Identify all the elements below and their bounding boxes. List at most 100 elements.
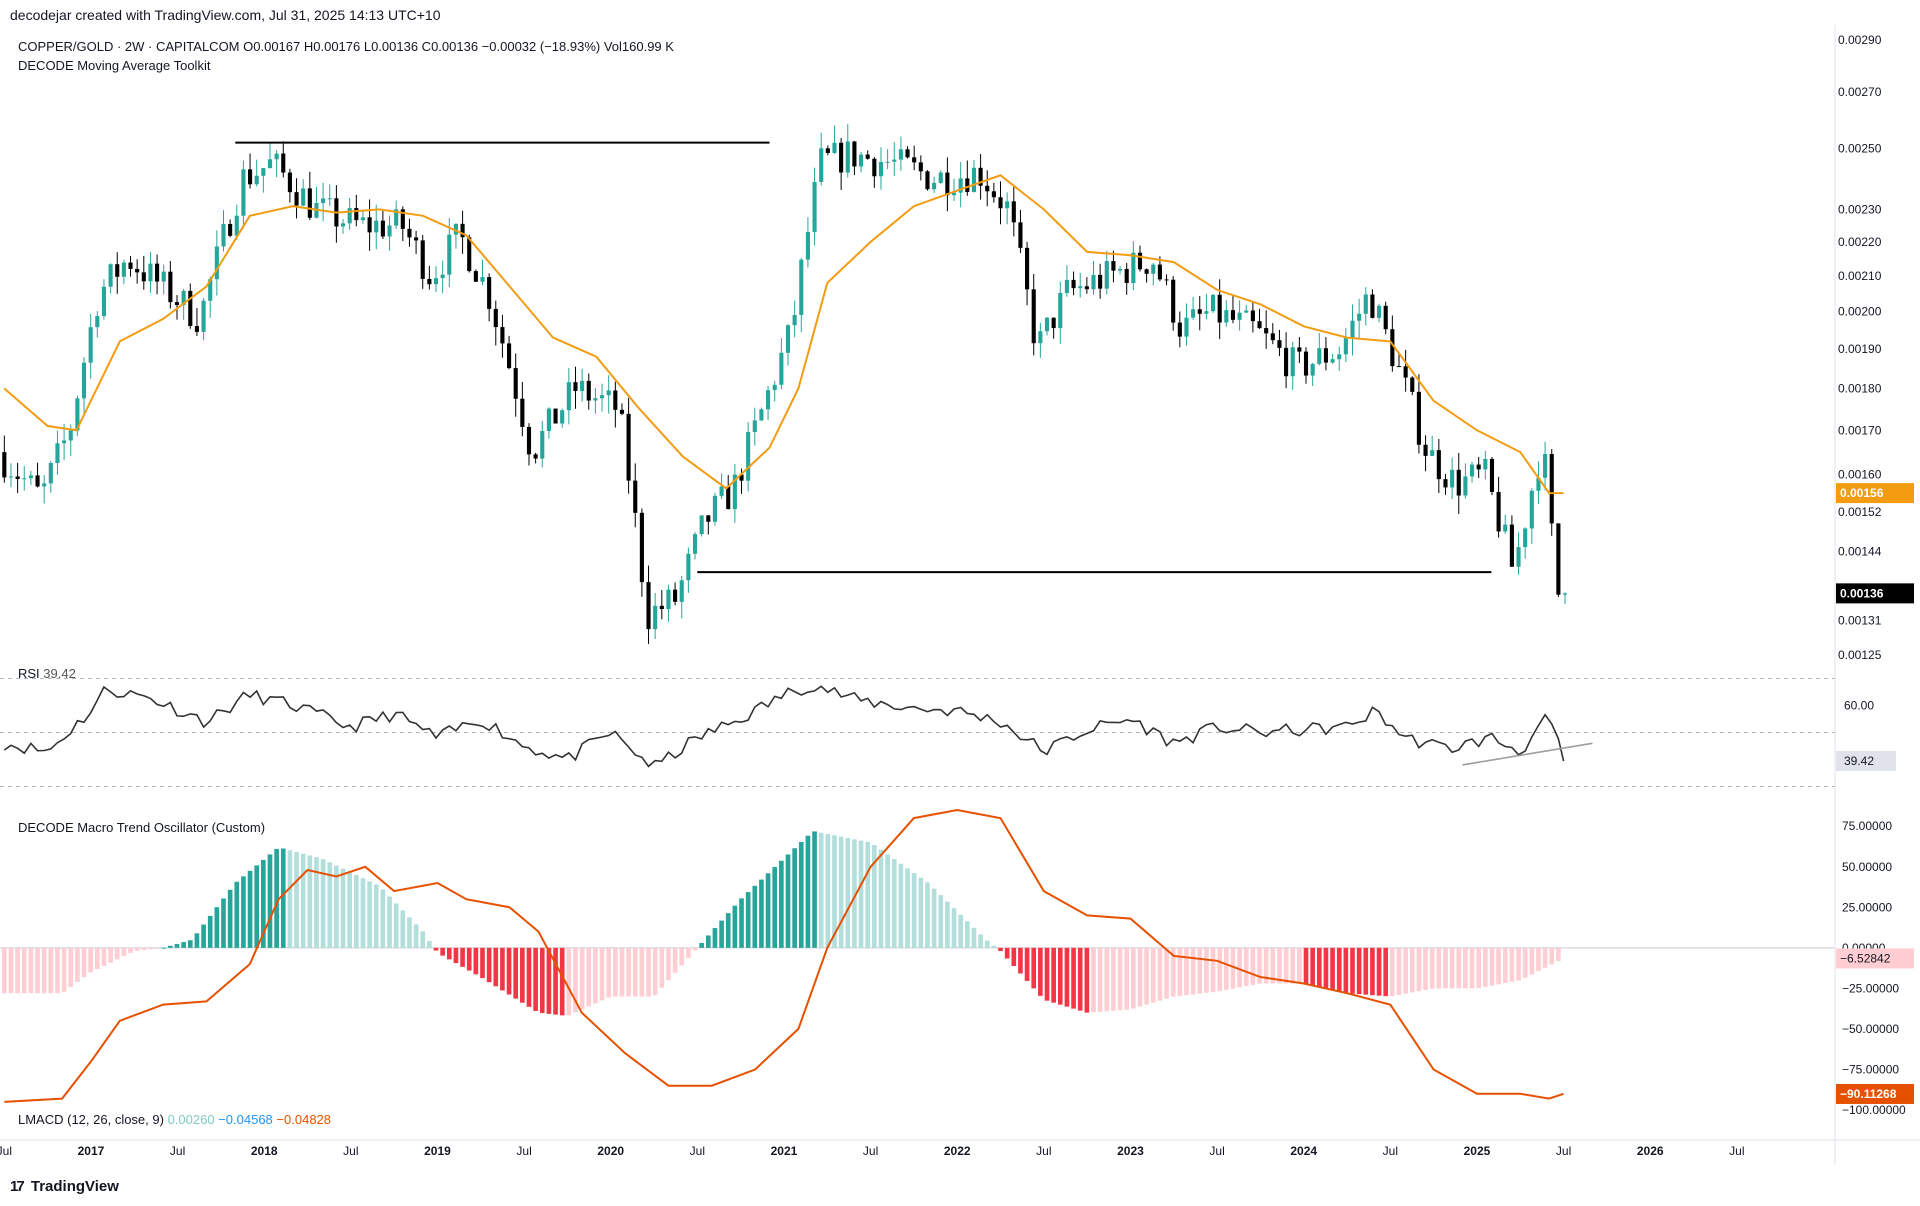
histogram-bar (739, 898, 744, 948)
candle-body (1463, 476, 1468, 496)
candle-body (347, 208, 352, 224)
time-tick-label: 2022 (944, 1144, 971, 1158)
histogram-bar (526, 947, 532, 1007)
candle-body (819, 148, 824, 182)
candle-body (1450, 469, 1455, 488)
candle-body (1290, 347, 1295, 377)
candle-body (945, 172, 950, 196)
candle-body (427, 278, 432, 285)
candle-body (792, 314, 797, 326)
histogram-bar (121, 947, 127, 957)
candle-body (1277, 340, 1282, 348)
histogram-bar (593, 947, 598, 1004)
price-tick-label: 0.00270 (1838, 85, 1882, 99)
histogram-bar (1097, 947, 1103, 1012)
histogram-bar (387, 896, 392, 948)
candle-body (912, 157, 917, 163)
histogram-bar (984, 940, 990, 948)
candle-body (1523, 528, 1528, 548)
candle-body (374, 220, 379, 233)
ma-indicator-legend[interactable]: DECODE Moving Average Toolkit (18, 58, 211, 73)
histogram-bar (1436, 947, 1442, 989)
candle-body (507, 343, 512, 369)
histogram-bar (546, 947, 552, 1014)
histogram-bar (945, 901, 950, 948)
candle-body (799, 259, 804, 315)
time-tick-label: 2023 (1117, 1144, 1144, 1158)
histogram-bar (672, 947, 678, 973)
candle-body (161, 271, 166, 282)
histogram-bar (307, 855, 313, 948)
candle-body (234, 215, 239, 236)
histogram-bar (1077, 947, 1083, 1011)
candle-body (1191, 309, 1196, 318)
candle-body (108, 264, 113, 287)
candle-body (653, 605, 658, 630)
histogram-bar (745, 892, 751, 948)
time-tick-label: Jul (343, 1144, 358, 1158)
lmacd-legend[interactable]: LMACD (12, 26, close, 9) 0.00260 −0.0456… (18, 1112, 331, 1127)
candle-body (639, 512, 644, 583)
candle-body (1184, 317, 1189, 337)
histogram-bar (652, 947, 658, 996)
symbol-legend[interactable]: COPPER/GOLD · 2W · CAPITALCOM O0.00167 H… (18, 39, 674, 54)
rsi-legend[interactable]: RSI 39.42 (18, 666, 76, 681)
candle-body (779, 352, 784, 385)
histogram-bar (705, 935, 711, 948)
rsi-tick-label: 60.00 (1844, 699, 1874, 713)
candle-body (121, 262, 126, 277)
price-tick-label: 0.00180 (1838, 382, 1882, 396)
histogram-bar (1549, 947, 1555, 965)
candle-body (420, 240, 425, 279)
histogram-bar (679, 947, 685, 966)
price-tick-label: 0.00290 (1838, 33, 1882, 47)
oscillator-legend[interactable]: DECODE Macro Trend Oscillator (Custom) (18, 820, 266, 835)
histogram-bar (964, 921, 970, 948)
histogram-bar (393, 903, 399, 948)
candle-body (1244, 310, 1249, 313)
histogram-bar (148, 947, 153, 950)
histogram-bar (579, 947, 585, 1010)
histogram-bar (998, 947, 1003, 952)
candle-body (1217, 294, 1222, 323)
histogram-bar (699, 942, 704, 948)
histogram-bar (1502, 947, 1508, 984)
histogram-bar (692, 947, 698, 951)
lmacd-value-2: −0.04568 (218, 1112, 273, 1127)
candle-body (221, 223, 226, 247)
histogram-bar (108, 947, 113, 963)
candle-body (533, 454, 538, 459)
histogram-bar (141, 947, 147, 951)
candle-body (194, 325, 199, 332)
candle-body (1284, 347, 1289, 377)
histogram-bar (659, 947, 665, 988)
candle-body (301, 188, 306, 206)
candle-body (699, 515, 704, 535)
histogram-bar (187, 940, 193, 948)
candle-body (1549, 454, 1554, 524)
histogram-bar (1443, 947, 1448, 989)
histogram-bar (772, 867, 778, 948)
candle-body (918, 162, 923, 172)
histogram-bar (1210, 947, 1216, 993)
histogram-bar (300, 853, 306, 948)
histogram-bar (885, 854, 890, 948)
histogram-bar (314, 857, 319, 948)
histogram-bar (75, 947, 80, 983)
rsi-line (3, 685, 1565, 768)
histogram-bar (1051, 947, 1056, 1003)
histogram-bar (134, 947, 140, 951)
tradingview-logo[interactable]: 17 TradingView (10, 1178, 119, 1195)
histogram-bar (161, 947, 167, 949)
candle-body (985, 185, 990, 192)
histogram-bar (1556, 947, 1561, 962)
candle-body (1131, 252, 1136, 284)
candle-body (201, 300, 206, 332)
candle-body (1436, 450, 1441, 480)
price-tick-label: 0.00190 (1838, 342, 1882, 356)
rsi-value-label: 39.42 (1844, 754, 1874, 768)
candle-body (1303, 351, 1309, 376)
candle-body (8, 476, 14, 478)
candle-body (1370, 294, 1375, 318)
